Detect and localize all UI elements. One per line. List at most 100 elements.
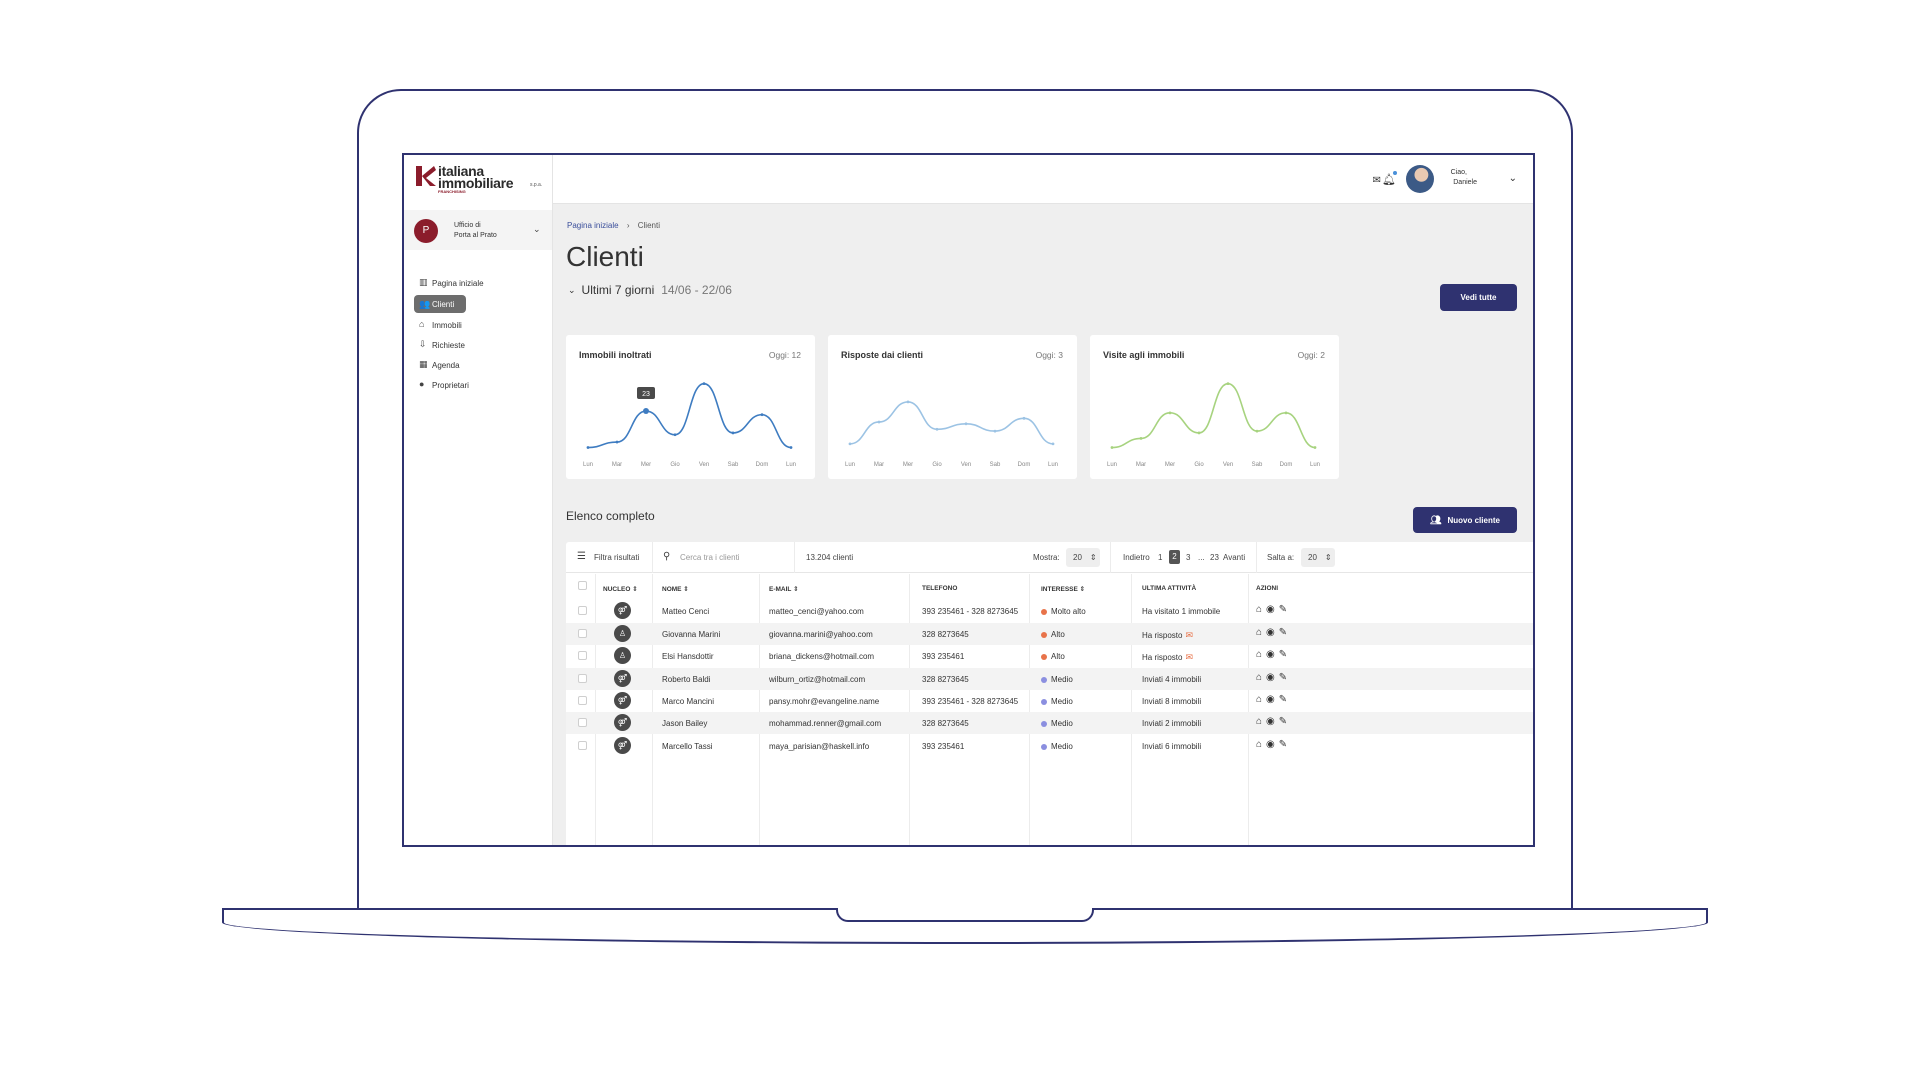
- eye-icon[interactable]: ◉: [1266, 627, 1279, 638]
- sidebar-item-agenda[interactable]: ▦ Agenda: [414, 355, 546, 375]
- client-email[interactable]: briana_dickens@hotmail.com: [769, 652, 875, 661]
- next-page[interactable]: Avanti: [1223, 553, 1246, 562]
- data-point[interactable]: [1022, 416, 1026, 420]
- row-checkbox[interactable]: [578, 696, 587, 705]
- client-name[interactable]: Jason Bailey: [662, 719, 708, 728]
- data-point[interactable]: [848, 442, 852, 446]
- data-point[interactable]: [935, 427, 939, 431]
- eye-icon[interactable]: ◉: [1266, 694, 1279, 705]
- data-point[interactable]: [702, 382, 706, 386]
- data-point[interactable]: [586, 446, 590, 449]
- edit-icon[interactable]: ✎: [1278, 649, 1292, 660]
- data-point[interactable]: [906, 400, 910, 404]
- client-email[interactable]: giovanna.marini@yahoo.com: [769, 630, 873, 639]
- table-row[interactable]: ⚤ Marco Mancini pansy.mohr@evangeline.name…: [566, 690, 1533, 712]
- table-row[interactable]: ⚤ Roberto Baldi wilburn_ortiz@hotmail.com 3…: [566, 668, 1533, 690]
- sidebar-item-proprietari[interactable]: ● Proprietari: [414, 375, 546, 395]
- data-point[interactable]: [1226, 382, 1230, 386]
- row-checkbox[interactable]: [578, 651, 587, 660]
- eye-icon[interactable]: ◉: [1266, 716, 1279, 727]
- client-email[interactable]: pansy.mohr@evangeline.name: [769, 697, 880, 706]
- client-email[interactable]: maya_parisian@haskell.info: [769, 742, 870, 751]
- table-row[interactable]: ♙ Elsi Hansdottir briana_dickens@hotmail.c…: [566, 645, 1533, 667]
- col-nome[interactable]: NOME ⇕: [662, 586, 689, 593]
- eye-icon[interactable]: ◉: [1266, 739, 1279, 750]
- user-avatar[interactable]: [1406, 165, 1434, 193]
- sidebar-item-pagina-iniziale[interactable]: ▥ Pagina iniziale: [414, 273, 546, 293]
- client-name[interactable]: Elsi Hansdottir: [662, 652, 714, 661]
- data-point[interactable]: [643, 408, 649, 415]
- client-email[interactable]: matteo_cenci@yahoo.com: [769, 607, 864, 616]
- edit-icon[interactable]: ✎: [1278, 672, 1292, 683]
- data-point[interactable]: [1255, 429, 1259, 433]
- col-nucleo[interactable]: NUCLEO ⇕: [603, 586, 638, 593]
- data-point[interactable]: [615, 440, 619, 444]
- bell-icon[interactable]: 🔔︎: [1382, 174, 1396, 186]
- data-point[interactable]: [673, 433, 677, 437]
- eye-icon[interactable]: ◉: [1266, 672, 1279, 683]
- edit-icon[interactable]: ✎: [1278, 627, 1292, 638]
- home-icon[interactable]: ⌂: [1256, 604, 1267, 615]
- data-point[interactable]: [993, 429, 997, 433]
- data-point[interactable]: [964, 422, 968, 426]
- row-checkbox[interactable]: [578, 606, 587, 615]
- edit-icon[interactable]: ✎: [1278, 694, 1292, 705]
- data-point[interactable]: [1197, 431, 1201, 435]
- client-email[interactable]: wilburn_ortiz@hotmail.com: [769, 675, 866, 684]
- nuovo-cliente-button[interactable]: 👥︎ Nuovo cliente: [1413, 507, 1517, 533]
- data-point[interactable]: [1284, 411, 1288, 415]
- row-checkbox[interactable]: [578, 718, 587, 727]
- sidebar-item-immobili[interactable]: ⌂ Immobili: [414, 315, 546, 335]
- row-checkbox[interactable]: [578, 629, 587, 638]
- table-row[interactable]: ♙ Giovanna Marini giovanna.marini@yahoo.co…: [566, 623, 1533, 645]
- edit-icon[interactable]: ✎: [1278, 604, 1292, 615]
- page-1[interactable]: 1: [1158, 553, 1163, 562]
- data-point[interactable]: [760, 413, 764, 417]
- sidebar-item-clienti[interactable]: 👥 Clienti: [414, 295, 466, 313]
- home-icon[interactable]: ⌂: [1256, 649, 1267, 660]
- mail-icon[interactable]: ✉: [1372, 175, 1381, 186]
- client-name[interactable]: Giovanna Marini: [662, 630, 721, 639]
- data-point[interactable]: [1168, 411, 1172, 415]
- breadcrumb-home[interactable]: Pagina iniziale: [567, 221, 619, 230]
- home-icon[interactable]: ⌂: [1256, 716, 1267, 727]
- data-point[interactable]: [1139, 437, 1143, 440]
- table-row[interactable]: ⚤ Jason Bailey mohammad.renner@gmail.com 32…: [566, 712, 1533, 734]
- filter-button[interactable]: Filtra risultati: [594, 553, 640, 562]
- home-icon[interactable]: ⌂: [1256, 739, 1267, 750]
- page-23[interactable]: 23: [1210, 553, 1219, 562]
- col-interesse[interactable]: INTERESSE ⇕: [1041, 586, 1086, 593]
- prev-page[interactable]: Indietro: [1123, 553, 1150, 562]
- brand-logo[interactable]: italiana immobiliare s.p.a. FRANCHISING: [416, 163, 546, 196]
- eye-icon[interactable]: ◉: [1266, 604, 1279, 615]
- client-name[interactable]: Marcello Tassi: [662, 742, 713, 751]
- show-select[interactable]: 20 ⇕: [1066, 548, 1100, 567]
- jump-select[interactable]: 20 ⇕: [1301, 548, 1335, 567]
- sidebar-item-richieste[interactable]: ⇩ Richieste: [414, 335, 546, 355]
- data-point[interactable]: [877, 420, 881, 424]
- eye-icon[interactable]: ◉: [1266, 649, 1279, 660]
- edit-icon[interactable]: ✎: [1278, 739, 1292, 750]
- edit-icon[interactable]: ✎: [1278, 716, 1292, 727]
- office-selector[interactable]: P Ufficio di Porta al Prato ⌄: [404, 210, 552, 250]
- chevron-down-icon[interactable]: ⌄: [1508, 173, 1517, 184]
- home-icon[interactable]: ⌂: [1256, 694, 1267, 705]
- period-toggle[interactable]: ⌄ Ultimi 7 giorni 14/06 - 22/06: [568, 283, 732, 297]
- data-point[interactable]: [1313, 446, 1317, 449]
- search-input[interactable]: Cerca tra i clienti: [680, 553, 740, 562]
- select-all-checkbox[interactable]: [578, 581, 587, 590]
- client-name[interactable]: Roberto Baldi: [662, 675, 711, 684]
- row-checkbox[interactable]: [578, 674, 587, 683]
- data-point[interactable]: [1051, 442, 1055, 446]
- data-point[interactable]: [1110, 446, 1114, 449]
- page-2[interactable]: 2: [1169, 550, 1180, 564]
- data-point[interactable]: [789, 446, 793, 449]
- page-3[interactable]: 3: [1186, 553, 1191, 562]
- table-row[interactable]: ⚤ Marcello Tassi maya_parisian@haskell.inf…: [566, 735, 1533, 757]
- client-name[interactable]: Matteo Cenci: [662, 607, 710, 616]
- client-email[interactable]: mohammad.renner@gmail.com: [769, 719, 882, 728]
- vedi-tutte-button[interactable]: Vedi tutte: [1440, 284, 1517, 311]
- table-row[interactable]: ⚤ Matteo Cenci matteo_cenci@yahoo.com 393 2…: [566, 600, 1533, 622]
- col-email[interactable]: E-MAIL ⇕: [769, 586, 799, 593]
- filter-icon[interactable]: ☰: [577, 551, 586, 562]
